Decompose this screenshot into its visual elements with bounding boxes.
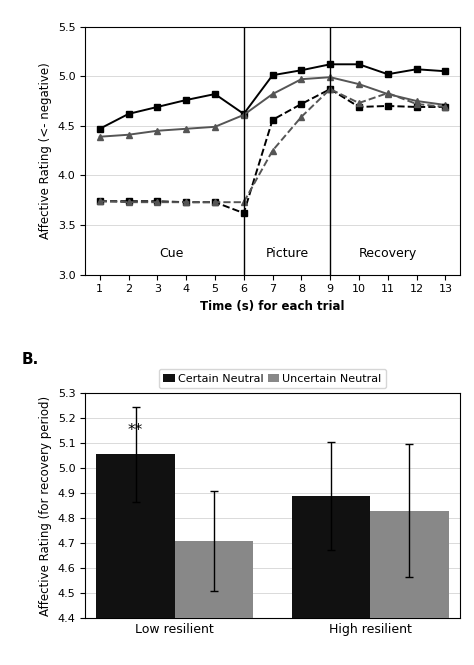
Hi resil.: Certain Neutral: (9, 4.99): Certain Neutral: (9, 4.99)	[328, 73, 333, 81]
Y-axis label: Affective Rating (<- negative): Affective Rating (<- negative)	[39, 63, 52, 239]
Low resil.: Certain Neutral: (1, 4.47): Certain Neutral: (1, 4.47)	[97, 125, 102, 133]
Low resil.: Uncertain Neutral: (11, 4.7): Uncertain Neutral: (11, 4.7)	[385, 102, 391, 110]
Low resil.: Uncertain Neutral: (4, 3.73): Uncertain Neutral: (4, 3.73)	[183, 198, 189, 206]
Low resil.: Certain Neutral: (6, 4.62): Certain Neutral: (6, 4.62)	[241, 110, 246, 118]
Hi resil.: Uncertain Neutral: (1, 3.74): Uncertain Neutral: (1, 3.74)	[97, 198, 102, 205]
Hi resil.: Uncertain Neutral: (5, 3.73): Uncertain Neutral: (5, 3.73)	[212, 198, 218, 206]
Low resil.: Uncertain Neutral: (10, 4.69): Uncertain Neutral: (10, 4.69)	[356, 103, 362, 111]
Low resil.: Certain Neutral: (9, 5.12): Certain Neutral: (9, 5.12)	[328, 61, 333, 68]
Hi resil.: Uncertain Neutral: (2, 3.73): Uncertain Neutral: (2, 3.73)	[126, 198, 131, 206]
Low resil.: Uncertain Neutral: (8, 4.72): Uncertain Neutral: (8, 4.72)	[299, 100, 304, 108]
Low resil.: Certain Neutral: (10, 5.12): Certain Neutral: (10, 5.12)	[356, 61, 362, 68]
Hi resil.: Certain Neutral: (2, 4.41): Certain Neutral: (2, 4.41)	[126, 131, 131, 139]
Hi resil.: Certain Neutral: (3, 4.45): Certain Neutral: (3, 4.45)	[155, 127, 160, 135]
Bar	[175, 541, 253, 665]
Low resil.: Certain Neutral: (8, 5.06): Certain Neutral: (8, 5.06)	[299, 66, 304, 74]
Low resil.: Certain Neutral: (3, 4.69): Certain Neutral: (3, 4.69)	[155, 103, 160, 111]
Hi resil.: Uncertain Neutral: (9, 4.87): Uncertain Neutral: (9, 4.87)	[328, 85, 333, 93]
Hi resil.: Certain Neutral: (13, 4.71): Certain Neutral: (13, 4.71)	[443, 101, 448, 109]
Hi resil.: Certain Neutral: (6, 4.61): Certain Neutral: (6, 4.61)	[241, 111, 246, 119]
Hi resil.: Certain Neutral: (11, 4.82): Certain Neutral: (11, 4.82)	[385, 90, 391, 98]
Low resil.: Certain Neutral: (2, 4.62): Certain Neutral: (2, 4.62)	[126, 110, 131, 118]
Low resil.: Certain Neutral: (5, 4.82): Certain Neutral: (5, 4.82)	[212, 90, 218, 98]
X-axis label: Time (s) for each trial: Time (s) for each trial	[201, 300, 345, 313]
Hi resil.: Uncertain Neutral: (8, 4.59): Uncertain Neutral: (8, 4.59)	[299, 113, 304, 121]
Text: B.: B.	[22, 352, 39, 367]
Low resil.: Uncertain Neutral: (2, 3.74): Uncertain Neutral: (2, 3.74)	[126, 198, 131, 205]
Hi resil.: Uncertain Neutral: (11, 4.83): Uncertain Neutral: (11, 4.83)	[385, 89, 391, 97]
Low resil.: Uncertain Neutral: (3, 3.74): Uncertain Neutral: (3, 3.74)	[155, 198, 160, 205]
Low resil.: Uncertain Neutral: (1, 3.74): Uncertain Neutral: (1, 3.74)	[97, 198, 102, 205]
Bar	[370, 511, 448, 665]
Hi resil.: Certain Neutral: (4, 4.47): Certain Neutral: (4, 4.47)	[183, 125, 189, 133]
Low resil.: Certain Neutral: (7, 5.01): Certain Neutral: (7, 5.01)	[270, 71, 275, 79]
Legend: Certain Neutral, Uncertain Neutral: Certain Neutral, Uncertain Neutral	[159, 369, 386, 388]
Low resil.: Certain Neutral: (4, 4.76): Certain Neutral: (4, 4.76)	[183, 96, 189, 104]
Low resil.: Uncertain Neutral: (9, 4.87): Uncertain Neutral: (9, 4.87)	[328, 85, 333, 93]
Hi resil.: Uncertain Neutral: (3, 3.73): Uncertain Neutral: (3, 3.73)	[155, 198, 160, 206]
Line: Low resil.: Certain Neutral: Low resil.: Certain Neutral	[97, 62, 448, 132]
Text: Recovery: Recovery	[359, 247, 417, 260]
Line: Hi resil.: Uncertain Neutral: Hi resil.: Uncertain Neutral	[97, 86, 448, 205]
Hi resil.: Uncertain Neutral: (13, 4.69): Uncertain Neutral: (13, 4.69)	[443, 103, 448, 111]
Bar	[97, 454, 175, 665]
Low resil.: Uncertain Neutral: (12, 4.69): Uncertain Neutral: (12, 4.69)	[414, 103, 419, 111]
Hi resil.: Certain Neutral: (8, 4.97): Certain Neutral: (8, 4.97)	[299, 75, 304, 83]
Line: Low resil.: Uncertain Neutral: Low resil.: Uncertain Neutral	[97, 86, 448, 216]
Low resil.: Uncertain Neutral: (7, 4.56): Uncertain Neutral: (7, 4.56)	[270, 116, 275, 124]
Y-axis label: Affective Rating (for recovery period): Affective Rating (for recovery period)	[39, 396, 52, 616]
Low resil.: Certain Neutral: (13, 5.05): Certain Neutral: (13, 5.05)	[443, 67, 448, 75]
Hi resil.: Certain Neutral: (7, 4.82): Certain Neutral: (7, 4.82)	[270, 90, 275, 98]
Low resil.: Uncertain Neutral: (6, 3.62): Uncertain Neutral: (6, 3.62)	[241, 209, 246, 217]
Bar	[292, 495, 370, 665]
Line: Hi resil.: Certain Neutral: Hi resil.: Certain Neutral	[97, 74, 448, 140]
Hi resil.: Uncertain Neutral: (6, 3.73): Uncertain Neutral: (6, 3.73)	[241, 198, 246, 206]
Hi resil.: Uncertain Neutral: (12, 4.72): Uncertain Neutral: (12, 4.72)	[414, 100, 419, 108]
Text: Cue: Cue	[160, 247, 184, 260]
Hi resil.: Uncertain Neutral: (10, 4.73): Uncertain Neutral: (10, 4.73)	[356, 99, 362, 107]
Text: Picture: Picture	[265, 247, 309, 260]
Hi resil.: Certain Neutral: (12, 4.75): Certain Neutral: (12, 4.75)	[414, 97, 419, 105]
Hi resil.: Certain Neutral: (5, 4.49): Certain Neutral: (5, 4.49)	[212, 123, 218, 131]
Low resil.: Certain Neutral: (12, 5.07): Certain Neutral: (12, 5.07)	[414, 65, 419, 73]
Hi resil.: Uncertain Neutral: (7, 4.25): Uncertain Neutral: (7, 4.25)	[270, 146, 275, 154]
Text: **: **	[128, 423, 143, 438]
Hi resil.: Certain Neutral: (10, 4.92): Certain Neutral: (10, 4.92)	[356, 80, 362, 88]
Hi resil.: Uncertain Neutral: (4, 3.73): Uncertain Neutral: (4, 3.73)	[183, 198, 189, 206]
Low resil.: Certain Neutral: (11, 5.02): Certain Neutral: (11, 5.02)	[385, 70, 391, 78]
Low resil.: Uncertain Neutral: (13, 4.69): Uncertain Neutral: (13, 4.69)	[443, 103, 448, 111]
Low resil.: Uncertain Neutral: (5, 3.73): Uncertain Neutral: (5, 3.73)	[212, 198, 218, 206]
Hi resil.: Certain Neutral: (1, 4.39): Certain Neutral: (1, 4.39)	[97, 133, 102, 141]
